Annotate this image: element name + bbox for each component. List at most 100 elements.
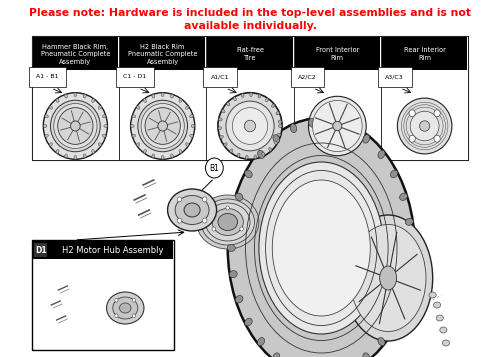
Ellipse shape [274,141,278,144]
Ellipse shape [262,152,264,156]
Ellipse shape [218,93,282,159]
Ellipse shape [378,150,385,159]
Ellipse shape [92,150,94,153]
Text: H2 Black Rim
Pneumatic Complete
Assembly: H2 Black Rim Pneumatic Complete Assembly [128,44,198,65]
Text: Please note: Hardware is included in the top-level assemblies and is not: Please note: Hardware is included in the… [29,8,471,18]
Ellipse shape [237,153,240,157]
Ellipse shape [84,154,86,158]
Ellipse shape [191,125,195,127]
Ellipse shape [190,115,193,118]
Ellipse shape [346,124,352,132]
Circle shape [212,227,216,231]
Circle shape [115,298,118,302]
Ellipse shape [102,134,106,137]
Circle shape [132,298,136,302]
Ellipse shape [400,296,407,303]
Circle shape [178,197,182,202]
Ellipse shape [400,193,407,200]
Ellipse shape [258,150,264,159]
Ellipse shape [152,94,154,98]
Ellipse shape [49,143,52,146]
Circle shape [178,218,182,223]
Bar [206,36,294,160]
Ellipse shape [186,106,189,109]
Ellipse shape [170,154,173,158]
Ellipse shape [162,92,164,96]
Ellipse shape [206,203,250,241]
Ellipse shape [276,112,280,115]
Ellipse shape [136,143,140,146]
Bar [32,37,118,70]
Ellipse shape [162,155,164,160]
Ellipse shape [104,125,108,127]
Ellipse shape [398,98,452,154]
Ellipse shape [58,108,93,144]
Ellipse shape [363,135,370,143]
Ellipse shape [45,115,48,118]
Circle shape [202,218,207,223]
Ellipse shape [158,121,168,131]
Ellipse shape [244,170,252,178]
Bar [381,36,468,160]
Ellipse shape [179,99,182,102]
Ellipse shape [273,135,280,143]
Ellipse shape [74,155,76,160]
Ellipse shape [230,271,237,278]
Ellipse shape [120,303,131,313]
Ellipse shape [390,170,398,178]
Ellipse shape [308,118,315,127]
Bar [32,36,469,160]
Ellipse shape [278,120,282,123]
Ellipse shape [250,92,252,97]
Text: Hammer Black Rim,
Pneumatic Complete
Assembly: Hammer Black Rim, Pneumatic Complete Ass… [40,44,110,65]
Ellipse shape [92,99,94,102]
Circle shape [240,227,244,231]
Ellipse shape [272,180,370,316]
Text: A1 - B1: A1 - B1 [36,74,59,79]
Circle shape [115,314,118,318]
Ellipse shape [308,96,366,156]
Ellipse shape [218,213,238,231]
Text: B1: B1 [210,164,220,172]
Ellipse shape [186,143,189,146]
Circle shape [434,110,440,117]
Ellipse shape [98,143,102,146]
Ellipse shape [44,93,108,159]
Ellipse shape [273,353,280,357]
Bar [32,241,174,259]
Ellipse shape [258,94,260,98]
Ellipse shape [130,93,195,159]
Text: available individually.: available individually. [184,21,316,31]
Ellipse shape [235,296,243,303]
Ellipse shape [84,94,86,98]
Ellipse shape [246,155,248,159]
Ellipse shape [218,127,222,130]
Ellipse shape [74,92,76,96]
Ellipse shape [145,108,180,144]
Ellipse shape [218,118,222,121]
Ellipse shape [132,134,136,137]
Ellipse shape [138,100,188,152]
Ellipse shape [244,318,252,326]
Ellipse shape [224,143,227,146]
Ellipse shape [222,110,225,113]
Ellipse shape [50,100,100,152]
Ellipse shape [266,98,268,102]
Text: C1 - D1: C1 - D1 [124,74,146,79]
Ellipse shape [380,266,396,290]
Ellipse shape [132,115,136,118]
Ellipse shape [434,302,440,308]
Ellipse shape [268,147,272,151]
Bar [120,37,206,70]
Circle shape [202,197,207,202]
Circle shape [409,135,416,142]
Ellipse shape [312,100,362,152]
Ellipse shape [235,193,243,200]
Ellipse shape [272,104,275,107]
Ellipse shape [363,353,370,357]
Ellipse shape [56,99,59,102]
Ellipse shape [226,102,230,106]
Ellipse shape [179,150,182,153]
Ellipse shape [234,97,236,101]
Bar [382,37,468,70]
